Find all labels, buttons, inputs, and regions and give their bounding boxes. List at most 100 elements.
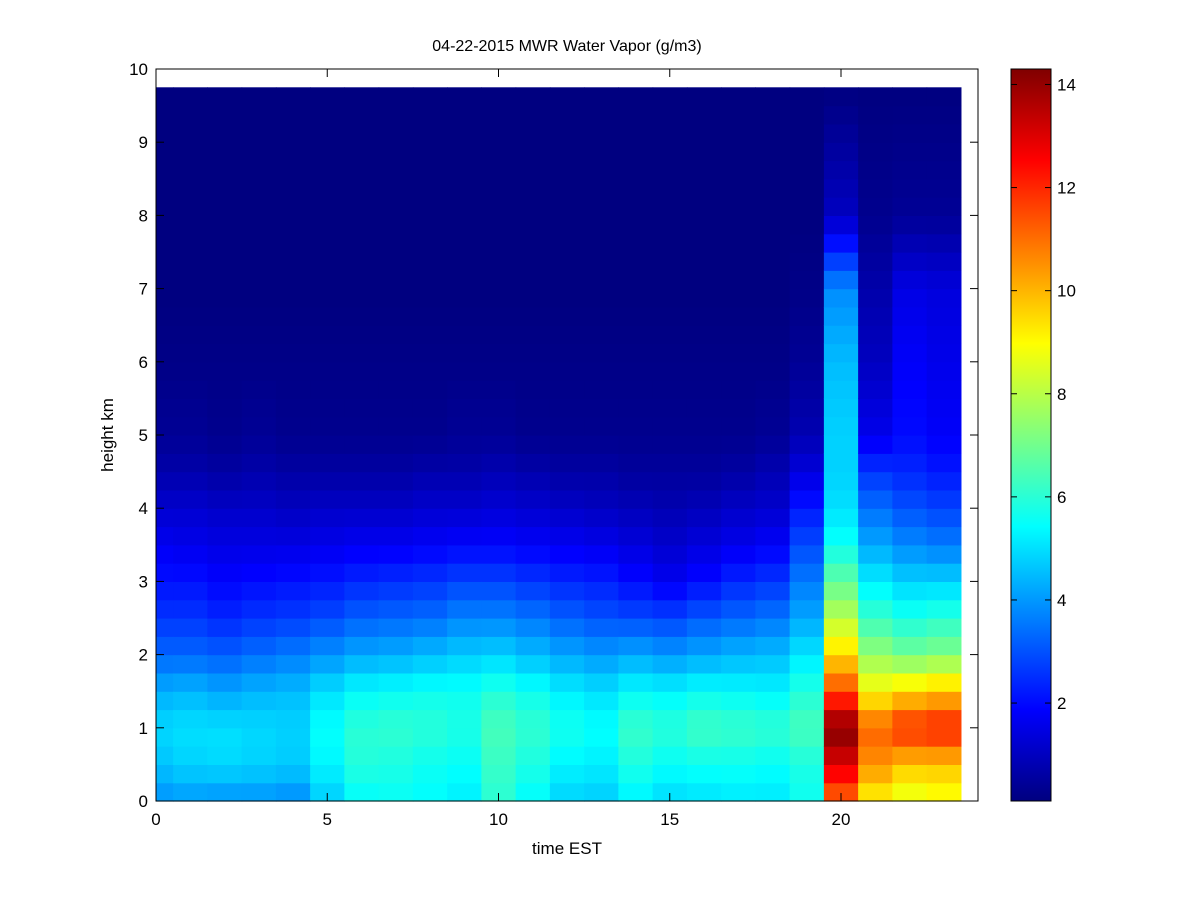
- heatmap-cell: [584, 453, 619, 473]
- heatmap-cell: [173, 361, 208, 381]
- heatmap-cell: [378, 581, 414, 601]
- heatmap-cell: [618, 105, 654, 125]
- heatmap-cell: [858, 764, 893, 784]
- heatmap-cell: [652, 636, 688, 656]
- heatmap-cell: [207, 123, 243, 143]
- heatmap-cell: [412, 215, 448, 235]
- heatmap-cell: [378, 727, 414, 747]
- heatmap-cell: [275, 306, 311, 326]
- heatmap-cell: [618, 782, 654, 802]
- heatmap-cell: [241, 489, 277, 509]
- heatmap-cell: [310, 672, 345, 692]
- heatmap-cell: [686, 361, 722, 381]
- heatmap-cell: [412, 691, 448, 711]
- heatmap-cell: [686, 672, 722, 692]
- heatmap-cell: [275, 599, 311, 619]
- heatmap-cell: [310, 489, 345, 509]
- heatmap-cell: [755, 288, 791, 308]
- heatmap-cell: [241, 252, 277, 271]
- heatmap-cell: [789, 233, 825, 253]
- x-tick-label: 5: [323, 810, 332, 829]
- heatmap-cell: [549, 380, 585, 399]
- heatmap-cell: [173, 252, 208, 271]
- heatmap-cell: [481, 544, 517, 564]
- heatmap-cell: [310, 343, 345, 363]
- heatmap-cell: [892, 489, 928, 509]
- heatmap-cell: [207, 746, 243, 765]
- heatmap-cell: [275, 215, 311, 235]
- heatmap-cell: [378, 636, 414, 656]
- heatmap-cell: [686, 563, 722, 582]
- heatmap-cell: [310, 306, 345, 326]
- heatmap-cell: [721, 782, 756, 802]
- heatmap-cell: [549, 178, 585, 198]
- heatmap-cell: [755, 361, 791, 381]
- heatmap-cell: [378, 87, 414, 107]
- heatmap-cell: [721, 142, 756, 162]
- heatmap-cell: [858, 87, 893, 107]
- heatmap-cell: [858, 782, 893, 802]
- heatmap-cell: [412, 416, 448, 436]
- y-tick-label: 9: [139, 133, 148, 152]
- heatmap-cell: [652, 581, 688, 601]
- heatmap-cell: [926, 233, 962, 253]
- heatmap-cell: [447, 142, 482, 162]
- heatmap-cell: [378, 123, 414, 143]
- heatmap-cell: [447, 581, 482, 601]
- heatmap-cell: [515, 343, 551, 363]
- heatmap-cell: [721, 544, 756, 564]
- heatmap-cell: [481, 87, 517, 107]
- heatmap-cell: [721, 160, 756, 180]
- heatmap-cell: [481, 563, 517, 582]
- heatmap-cell: [549, 526, 585, 546]
- heatmap-cell: [721, 123, 756, 143]
- heatmap-cell: [515, 288, 551, 308]
- heatmap-cell: [858, 471, 893, 491]
- heatmap-cell: [584, 178, 619, 198]
- heatmap-cell: [207, 526, 243, 546]
- heatmap-cell: [447, 178, 482, 198]
- heatmap-cell: [721, 361, 756, 381]
- heatmap-cell: [207, 489, 243, 509]
- heatmap-cell: [584, 197, 619, 216]
- heatmap-cell: [789, 325, 825, 345]
- heatmap-cell: [275, 691, 311, 711]
- heatmap-cell: [618, 178, 654, 198]
- heatmap-cell: [447, 87, 482, 107]
- heatmap-cell: [892, 252, 928, 271]
- heatmap-cell: [310, 325, 345, 345]
- heatmap-cell: [156, 764, 174, 784]
- heatmap-cell: [755, 215, 791, 235]
- heatmap-cell: [584, 306, 619, 326]
- heatmap-cell: [549, 746, 585, 765]
- heatmap-cell: [310, 544, 345, 564]
- heatmap-cell: [926, 160, 962, 180]
- heatmap-cell: [515, 270, 551, 290]
- colorbar-tick-label: 14: [1057, 75, 1076, 94]
- heatmap-cell: [823, 197, 859, 216]
- heatmap-cell: [156, 233, 174, 253]
- heatmap-cell: [207, 672, 243, 692]
- heatmap-cell: [584, 636, 619, 656]
- heatmap-cell: [618, 471, 654, 491]
- heatmap-cell: [858, 654, 893, 674]
- heatmap-cell: [789, 142, 825, 162]
- heatmap-cell: [618, 306, 654, 326]
- heatmap-cell: [823, 215, 859, 235]
- heatmap-cell: [207, 435, 243, 454]
- heatmap-cell: [481, 526, 517, 546]
- heatmap-cell: [584, 691, 619, 711]
- heatmap-cell: [481, 361, 517, 381]
- heatmap-cell: [344, 727, 380, 747]
- heatmap-cell: [207, 252, 243, 271]
- heatmap-cell: [618, 160, 654, 180]
- heatmap-cell: [789, 270, 825, 290]
- y-tick-label: 1: [139, 719, 148, 738]
- heatmap-cell: [207, 325, 243, 345]
- heatmap-cell: [858, 618, 893, 637]
- heatmap-cell: [173, 526, 208, 546]
- heatmap-cell: [755, 87, 791, 107]
- heatmap-cell: [378, 782, 414, 802]
- heatmap-cell: [241, 727, 277, 747]
- heatmap-cell: [926, 746, 962, 765]
